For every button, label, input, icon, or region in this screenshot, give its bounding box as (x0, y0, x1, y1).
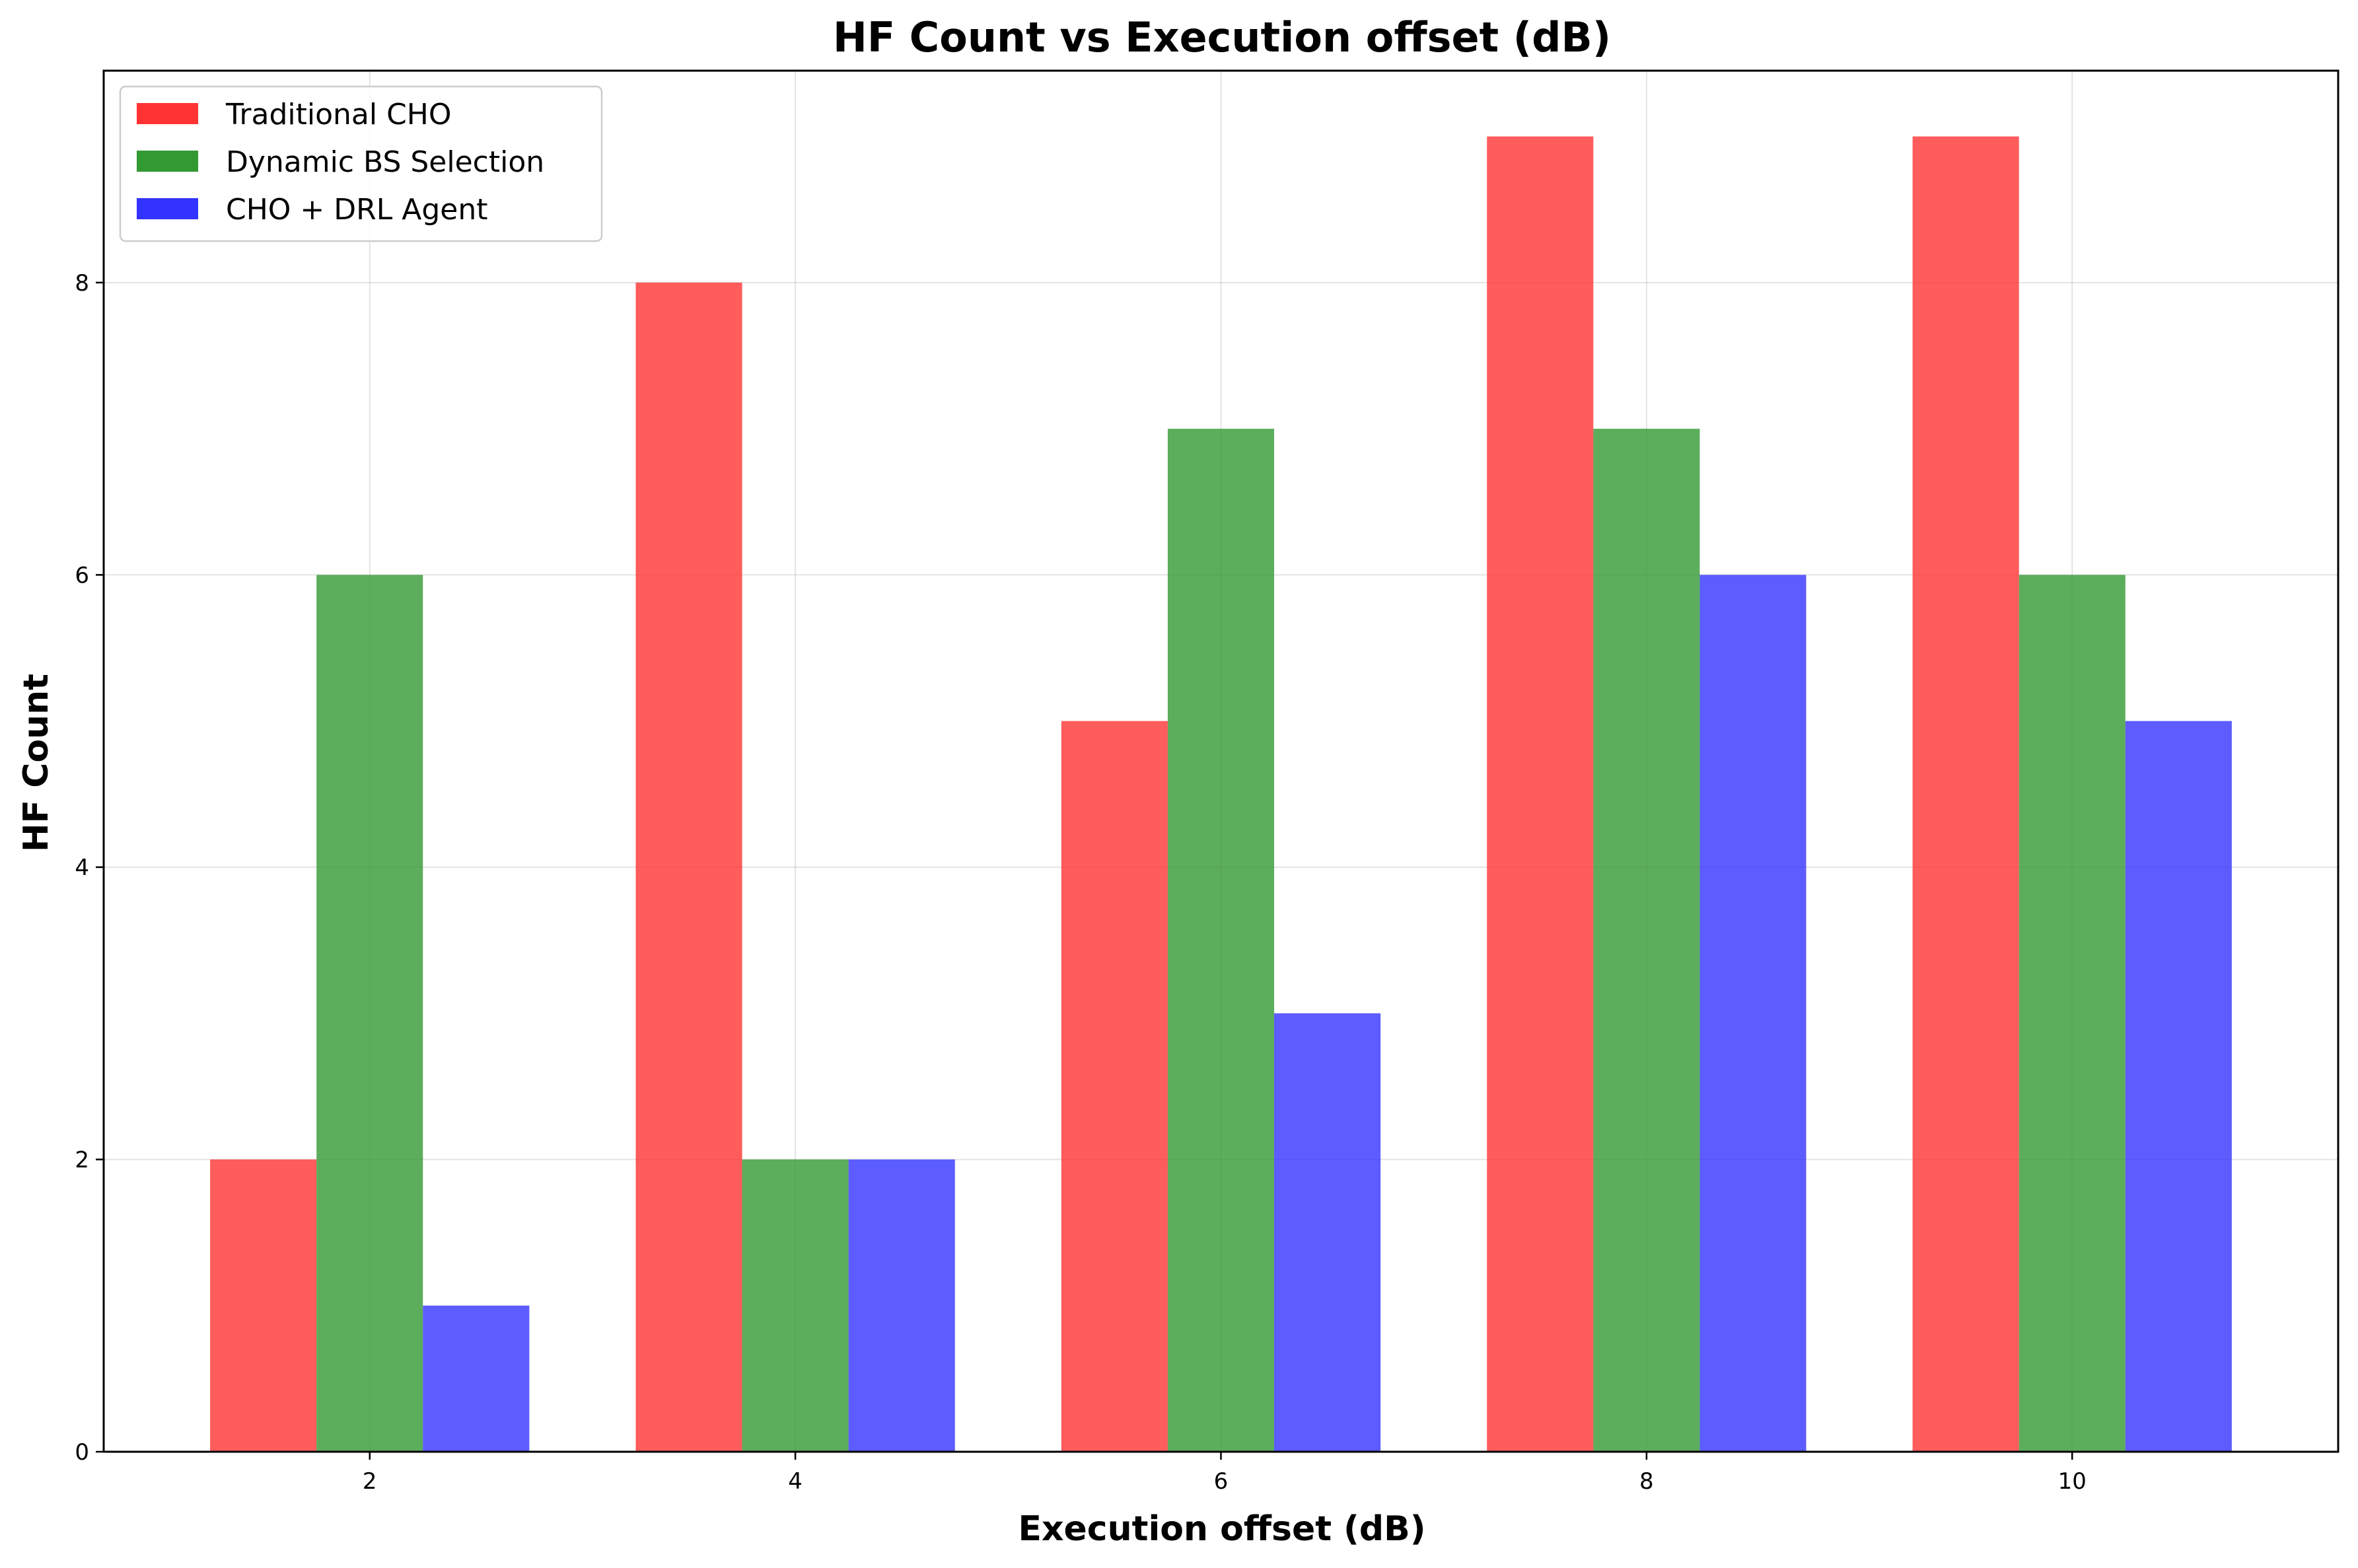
y-axis-label: HF Count (17, 674, 56, 852)
bar-traditional-cho-6 (1061, 721, 1168, 1452)
y-tick-label: 4 (75, 855, 89, 881)
legend-swatch-dynamic-bs-selection (137, 151, 198, 172)
bar-cho-drl-agent-10 (2125, 721, 2232, 1452)
legend: Traditional CHO Dynamic BS Selection CHO… (119, 85, 603, 242)
x-axis-label: Execution offset (dB) (1018, 1509, 1425, 1549)
y-tick-label: 8 (75, 270, 89, 297)
x-tick-label: 10 (2058, 1468, 2087, 1495)
bar-traditional-cho-4 (635, 282, 742, 1452)
bar-dynamic-bs-selection-2 (316, 575, 423, 1452)
bar-traditional-cho-10 (1912, 136, 2019, 1452)
chart-title: HF Count vs Execution offset (dB) (833, 13, 1611, 61)
bar-dynamic-bs-selection-4 (742, 1159, 849, 1452)
y-tick-label: 2 (75, 1147, 89, 1173)
x-tick-label: 8 (1639, 1468, 1654, 1495)
bar-cho-drl-agent-2 (423, 1305, 530, 1452)
bar-traditional-cho-2 (210, 1159, 317, 1452)
legend-label-dynamic-bs-selection: Dynamic BS Selection (226, 145, 544, 179)
legend-label-cho-drl-agent: CHO + DRL Agent (226, 193, 487, 227)
x-tick-label: 4 (788, 1468, 803, 1495)
legend-swatch-cho-drl-agent (137, 198, 198, 219)
x-tick-label: 2 (363, 1468, 377, 1495)
bar-cho-drl-agent-4 (848, 1159, 955, 1452)
bar-traditional-cho-8 (1487, 136, 1594, 1452)
y-tick-label: 6 (75, 562, 89, 588)
legend-label-traditional-cho: Traditional CHO (225, 98, 452, 131)
bar-dynamic-bs-selection-6 (1167, 429, 1275, 1452)
bar-cho-drl-agent-8 (1699, 575, 1806, 1452)
x-tick-label: 6 (1214, 1468, 1229, 1495)
bar-dynamic-bs-selection-10 (2019, 575, 2126, 1452)
bar-dynamic-bs-selection-8 (1593, 429, 1700, 1452)
legend-swatch-traditional-cho (137, 103, 198, 124)
y-tick-label: 0 (75, 1439, 89, 1466)
bars (210, 136, 2232, 1452)
legend-box (119, 85, 603, 242)
bar-cho-drl-agent-6 (1274, 1013, 1381, 1452)
y-axis-ticks: 0 2 4 6 8 (75, 270, 104, 1466)
x-axis-ticks: 2 4 6 8 10 (363, 1452, 2087, 1495)
